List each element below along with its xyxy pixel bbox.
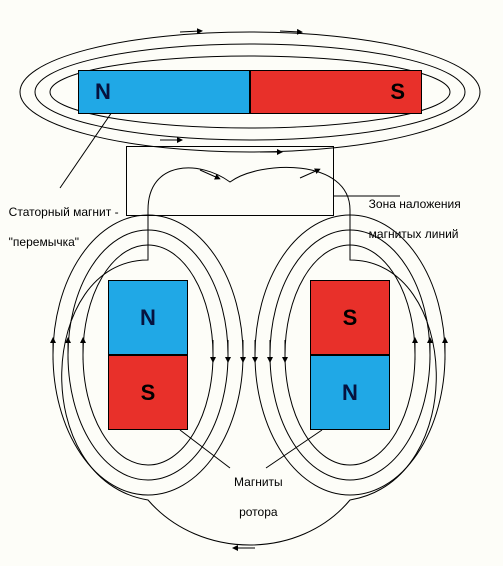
diagram-root: { "canvas": { "width": 503, "height": 56…: [0, 0, 503, 566]
rotor-left-north: N: [108, 280, 188, 355]
overlap-annotation: Зона наложения магнитых линий: [362, 182, 492, 242]
pole-label-s: S: [390, 79, 405, 105]
stator-annotation: Статорный магнит - "перемычка": [2, 190, 122, 250]
stator-south-pole: S: [250, 70, 422, 114]
rotor-annotation: Магниты ротора: [210, 460, 300, 520]
pole-label-n: N: [95, 79, 111, 105]
overlap-annot-line2: магнитых линий: [369, 227, 459, 241]
stator-annot-line1: Статорный магнит -: [9, 205, 119, 219]
stator-north-pole: N: [78, 70, 250, 114]
rotor-annot-line1: Магниты: [234, 475, 283, 489]
pole-label-n: N: [342, 380, 358, 406]
stator-annot-line2: "перемычка": [9, 235, 79, 249]
rotor-right-south: S: [310, 280, 390, 355]
overlap-annot-line1: Зона наложения: [369, 197, 461, 211]
pole-label-s: S: [141, 380, 156, 406]
rotor-right-north: N: [310, 355, 390, 430]
rotor-annot-line2: ротора: [239, 505, 277, 519]
rotor-left-south: S: [108, 355, 188, 430]
pole-label-s: S: [343, 305, 358, 331]
overlap-zone-box: [126, 146, 334, 216]
pole-label-n: N: [140, 305, 156, 331]
